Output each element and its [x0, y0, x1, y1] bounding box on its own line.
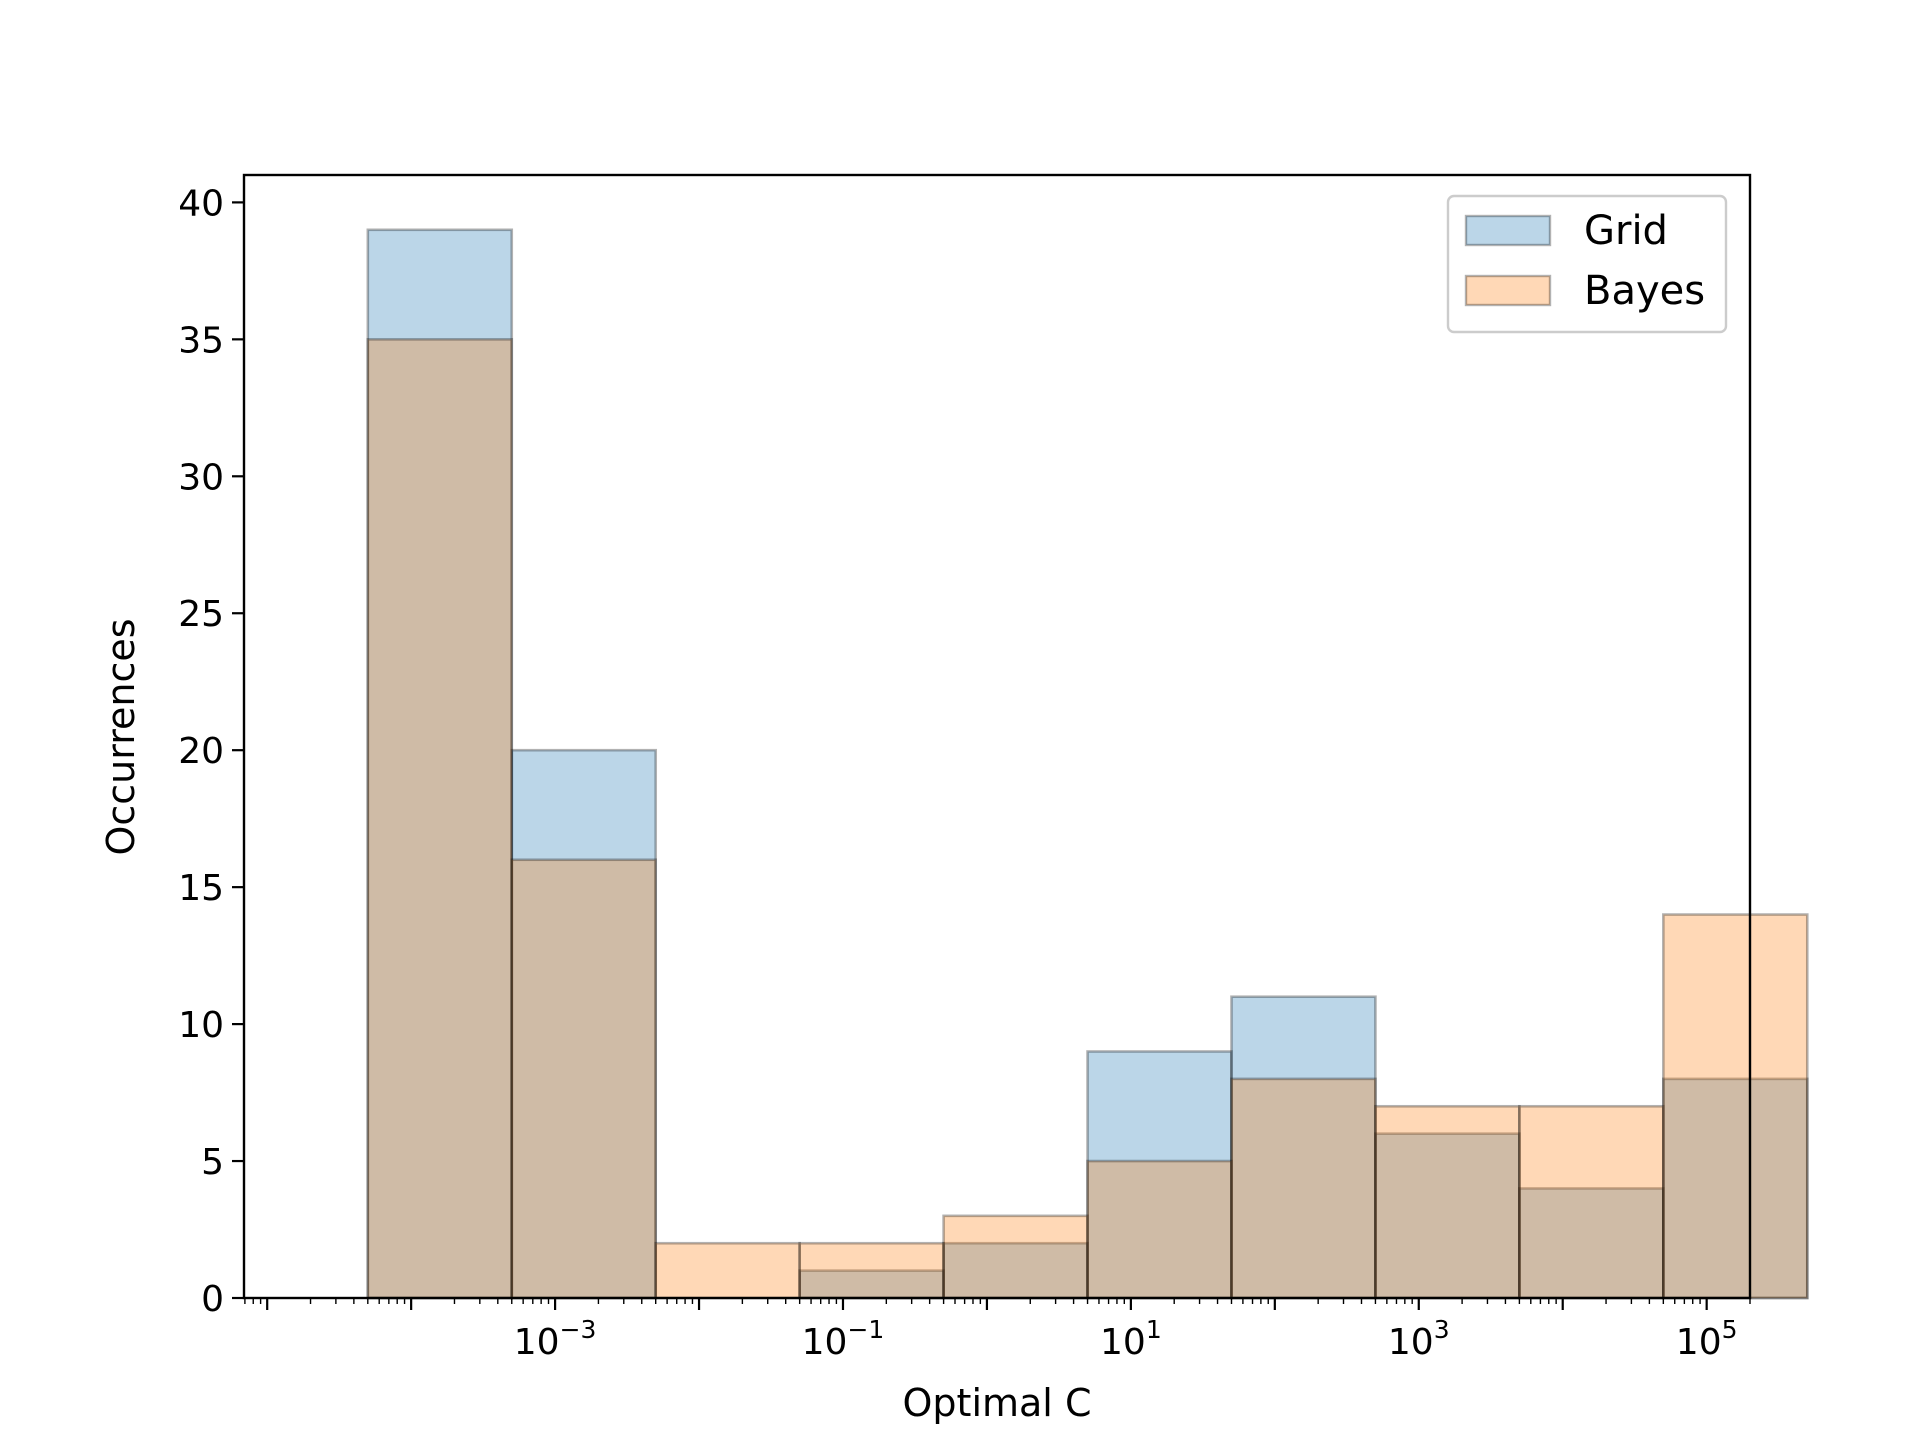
- bar-bayes-6: [1086, 1159, 1233, 1300]
- y-tick-label: 5: [201, 1142, 224, 1183]
- bar-bayes-10: [1662, 913, 1809, 1300]
- legend-swatch-grid: [1464, 214, 1552, 247]
- bar-bayes-1: [366, 338, 514, 1300]
- x-tick-label: 101: [1100, 1315, 1162, 1363]
- y-tick-label: 30: [178, 457, 224, 498]
- legend-swatch-bayes: [1464, 274, 1552, 307]
- x-tick-label: 103: [1388, 1315, 1450, 1363]
- bar-grid-2: [510, 748, 658, 1300]
- bar-grid-9: [1518, 1187, 1665, 1300]
- legend: Grid Bayes: [1446, 194, 1728, 334]
- bar-bayes-5: [942, 1214, 1089, 1300]
- x-axis-label: Optimal C: [903, 1381, 1092, 1425]
- y-tick-label: 40: [178, 183, 224, 224]
- legend-label-bayes: Bayes: [1584, 268, 1705, 314]
- legend-box: [1446, 194, 1728, 334]
- y-axis: 0 5 10 15 20 25 30 35 40: [178, 183, 244, 1320]
- plot-area-frame: [242, 173, 1752, 1300]
- x-axis: 10−3 10−1 101 103 105: [244, 1298, 1751, 1363]
- bar-grid-7: [1230, 995, 1377, 1300]
- bars-layer: [366, 228, 1809, 1300]
- y-tick-label: 15: [178, 868, 224, 909]
- y-tick-label: 35: [178, 320, 224, 361]
- bar-bayes-4: [798, 1241, 945, 1300]
- bar-bayes-3: [654, 1241, 801, 1300]
- legend-label-grid: Grid: [1584, 208, 1668, 254]
- x-tick-label: 10−3: [514, 1315, 597, 1363]
- y-tick-label: 25: [178, 594, 224, 635]
- bar-grid-8: [1374, 1132, 1521, 1300]
- bar-grid-4: [798, 1269, 945, 1300]
- x-tick-label: 10−1: [802, 1315, 885, 1363]
- bar-bayes-7: [1230, 1077, 1377, 1300]
- y-tick-label: 10: [178, 1005, 224, 1046]
- y-axis-label: Occurrences: [99, 618, 143, 855]
- y-tick-label: 0: [201, 1279, 224, 1320]
- bar-bayes-8: [1374, 1104, 1521, 1300]
- plot-area-background: [244, 175, 1750, 1298]
- bar-grid-6: [1086, 1050, 1233, 1300]
- y-tick-label: 20: [178, 731, 224, 772]
- bar-bayes-9: [1518, 1104, 1665, 1300]
- bar-bayes-2: [510, 858, 658, 1300]
- x-tick-label: 105: [1676, 1315, 1738, 1363]
